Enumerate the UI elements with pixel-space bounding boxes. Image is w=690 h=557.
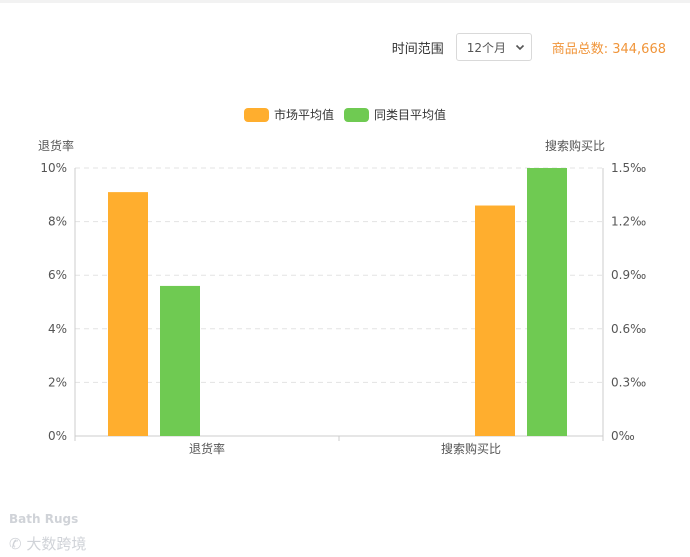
legend-swatch-same-category [344,107,369,122]
bar-same-category [527,168,567,436]
legend-item-same-category[interactable]: 同类目平均值 [344,106,446,123]
right-tick-label: 0.3‰ [611,375,646,389]
watermark-brand: ✆ 大数跨境 [9,533,86,554]
x-tick-label: 搜索购买比 [441,441,501,456]
toolbar: 时间范围 12个月 商品总数: 344,668 [392,32,666,62]
right-axis-title: 搜索购买比 [545,138,605,153]
time-range-value: 12个月 [466,40,506,55]
left-tick-label: 10% [40,161,67,175]
legend-item-market[interactable]: 市场平均值 [243,106,334,123]
right-tick-label: 0.6‰ [611,322,646,336]
legend-label-same-category: 同类目平均值 [374,108,447,122]
right-tick-label: 1.2‰ [611,215,646,229]
right-tick-label: 0‰ [611,429,635,443]
left-tick-label: 8% [48,215,67,229]
watermark-category: Bath Rugs [9,512,79,526]
legend-label-market: 市场平均值 [273,108,334,122]
left-tick-label: 2% [48,375,67,389]
right-tick-label: 1.5‰ [611,161,646,175]
legend-swatch-market [243,107,269,122]
time-range-select[interactable]: 12个月 [455,33,532,61]
left-tick-label: 6% [48,268,67,282]
left-axis-title: 退货率 [38,138,74,153]
watermark-brand-text: 大数跨境 [26,535,87,553]
product-total-count: 商品总数: 344,668 [551,41,666,57]
bar-market [108,192,148,436]
watermark-logo-icon: ✆ [9,535,22,553]
bar-same-category [160,285,200,436]
left-tick-label: 0% [48,429,67,443]
left-tick-label: 4% [48,322,67,336]
time-range-label: 时间范围 [391,41,444,57]
top-divider [0,0,690,3]
right-tick-label: 0.9‰ [611,268,646,282]
bar-market [475,205,515,436]
chevron-down-icon [515,44,524,51]
chart-legend: 市场平均值 同类目平均值 [0,106,690,123]
x-tick-label: 退货率 [189,441,225,456]
